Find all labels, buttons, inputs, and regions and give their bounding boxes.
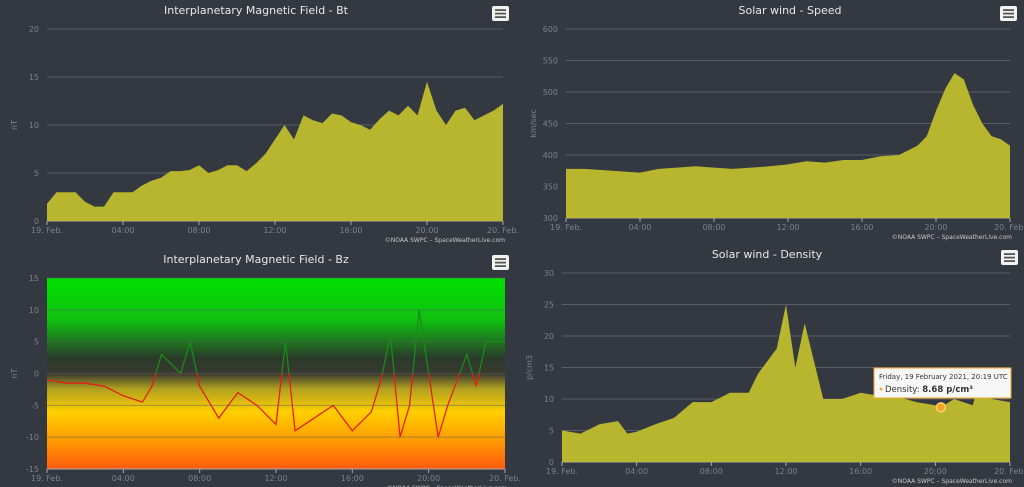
chart-density: 0 5 10 15 20 25 30 p/cm3 19. Feb. 04:00 08:00 12:00… bbox=[525, 248, 1024, 485]
bt-area-series bbox=[47, 81, 503, 221]
x-tick-label: 20. Feb. bbox=[994, 467, 1024, 476]
x-tick-label: 16:00 bbox=[341, 474, 364, 483]
y-tick-label: 20 bbox=[544, 332, 554, 341]
y-tick-label: 30 bbox=[544, 269, 554, 278]
x-tick-label: 16:00 bbox=[849, 467, 872, 476]
x-tick-label: 12:00 bbox=[264, 474, 287, 483]
x-tick-label: 16:00 bbox=[339, 226, 362, 235]
credit-text: ©NOAA SWPC – SpaceWeatherLive.com bbox=[892, 478, 1012, 485]
y-tick-label: 400 bbox=[543, 151, 558, 160]
x-tick-label: 08:00 bbox=[187, 226, 210, 235]
x-tick-label: 19. Feb. bbox=[550, 223, 582, 232]
chart-title: Solar wind - Speed bbox=[739, 4, 842, 17]
x-tick-label: 20:00 bbox=[415, 226, 438, 235]
y-tick-label: 600 bbox=[543, 25, 558, 34]
x-tick-label: 20. Feb. bbox=[489, 474, 521, 483]
chart-title: Solar wind - Density bbox=[712, 248, 823, 261]
y-axis-label: nT bbox=[10, 120, 19, 130]
y-tick-label: 10 bbox=[29, 306, 39, 315]
x-tick-label: 20:00 bbox=[924, 223, 947, 232]
chart-title: Interplanetary Magnetic Field - Bz bbox=[163, 253, 349, 266]
x-tick-label: 20:00 bbox=[417, 474, 440, 483]
y-tick-label: 450 bbox=[543, 120, 558, 129]
hamburger-menu-icon[interactable] bbox=[1001, 250, 1018, 265]
hamburger-menu-icon[interactable] bbox=[1000, 6, 1017, 21]
x-tick-label: 04:00 bbox=[112, 474, 135, 483]
y-axis-label: km/sec bbox=[529, 109, 538, 138]
y-tick-label: 0 bbox=[34, 370, 39, 379]
y-tick-label: 500 bbox=[543, 88, 558, 97]
y-tick-label: 15 bbox=[29, 274, 39, 283]
x-tick-label: 20:00 bbox=[924, 467, 947, 476]
x-tick-label: 08:00 bbox=[702, 223, 725, 232]
hamburger-menu-icon[interactable] bbox=[492, 6, 509, 21]
x-tick-label: 04:00 bbox=[628, 223, 651, 232]
chart-bt: 0 5 10 15 20 nT 19. Feb. 04:00 08:00 12:00 16:00 20… bbox=[10, 4, 519, 244]
x-tick-label: 12:00 bbox=[774, 467, 797, 476]
x-tick-label: 20. Feb. bbox=[994, 223, 1024, 232]
y-tick-label: 20 bbox=[29, 25, 39, 34]
x-tick-label: 19. Feb. bbox=[31, 474, 63, 483]
credit-text: ©NOAA SWPC – SpaceWeatherLive.com bbox=[385, 237, 505, 244]
tooltip-date: Friday, 19 February 2021, 20:19 UTC bbox=[879, 373, 1008, 381]
bz-line-series bbox=[46, 309, 505, 438]
y-tick-label: 550 bbox=[543, 57, 558, 66]
y-tick-label: 15 bbox=[29, 73, 39, 82]
x-tick-label: 16:00 bbox=[850, 223, 873, 232]
density-area-series bbox=[562, 304, 1010, 462]
y-tick-label: -5 bbox=[31, 401, 39, 410]
x-tick-label: 08:00 bbox=[700, 467, 723, 476]
y-axis-label: p/cm3 bbox=[525, 355, 534, 380]
credit-text: ©NOAA SWPC – SpaceWeatherLive.com bbox=[892, 234, 1012, 241]
y-tick-label: 10 bbox=[29, 121, 39, 130]
y-tick-label: 5 bbox=[549, 427, 554, 436]
speed-area-series bbox=[566, 73, 1010, 218]
y-tick-label: 0 bbox=[34, 217, 39, 226]
chart-speed: 300 350 400 450 500 550 600 km/sec 19. Feb. 04:00… bbox=[529, 4, 1024, 241]
x-tick-label: 12:00 bbox=[776, 223, 799, 232]
y-tick-label: -15 bbox=[26, 465, 39, 474]
hover-point[interactable] bbox=[935, 402, 947, 413]
y-tick-label: 5 bbox=[34, 169, 39, 178]
x-tick-label: 08:00 bbox=[188, 474, 211, 483]
y-tick-label: 350 bbox=[543, 183, 558, 192]
x-tick-label: 12:00 bbox=[263, 226, 286, 235]
tooltip-value: Density: 8.68 p/cm³ bbox=[885, 385, 973, 395]
y-tick-label: 10 bbox=[544, 395, 554, 404]
hamburger-menu-icon[interactable] bbox=[492, 255, 509, 270]
y-tick-label: 5 bbox=[34, 338, 39, 347]
x-tick-label: 04:00 bbox=[625, 467, 648, 476]
x-tick-label: 19. Feb. bbox=[546, 467, 578, 476]
x-tick-label: 19. Feb. bbox=[31, 226, 63, 235]
chart-title: Interplanetary Magnetic Field - Bt bbox=[164, 4, 349, 17]
x-tick-label: 20. Feb. bbox=[487, 226, 519, 235]
tooltip: Friday, 19 February 2021, 20:19 UTC Densi… bbox=[873, 367, 1012, 399]
y-tick-label: 25 bbox=[544, 301, 554, 310]
chart-bz: -15 -10 -5 0 5 10 15 nT 19. Feb. 04:00 08:00 12:00 1… bbox=[10, 253, 521, 487]
y-tick-label: 0 bbox=[549, 458, 554, 467]
y-axis-label: nT bbox=[10, 368, 19, 378]
y-tick-label: 15 bbox=[544, 364, 554, 373]
x-tick-label: 04:00 bbox=[111, 226, 134, 235]
credit-text: ©NOAA SWPC – SpaceWeatherLive.com bbox=[387, 485, 507, 487]
y-tick-label: -10 bbox=[26, 433, 39, 442]
y-tick-label: 300 bbox=[543, 214, 558, 223]
